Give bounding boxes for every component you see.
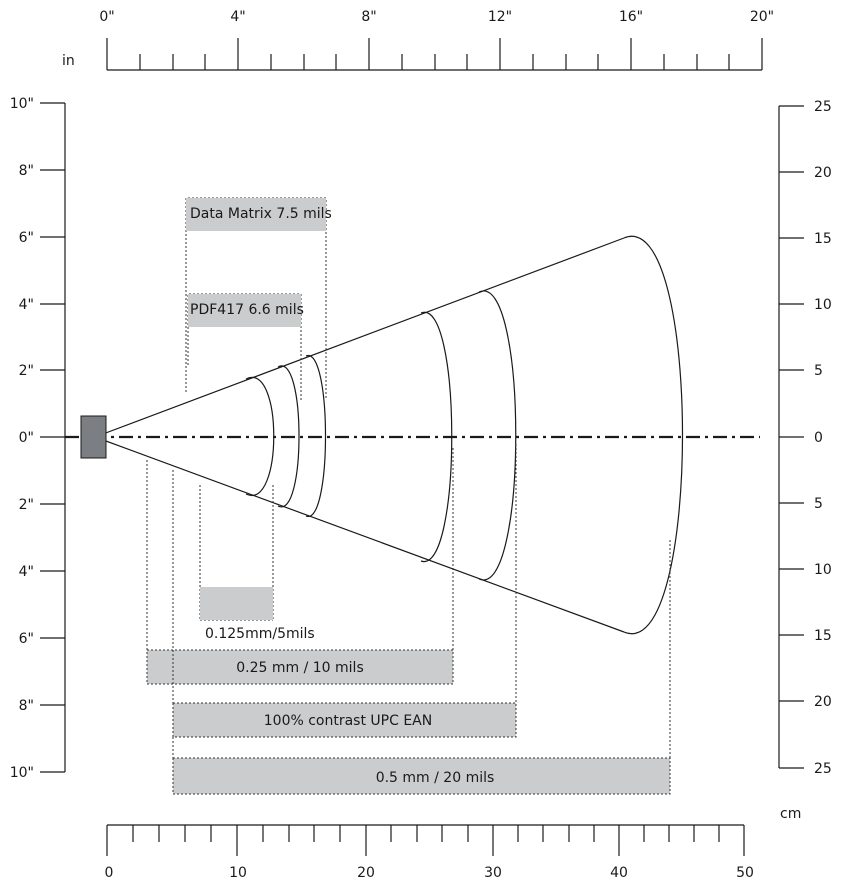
top-axis-label: 16" [619, 9, 643, 25]
range-label: 0.25 mm / 10 mils [236, 660, 364, 676]
right-axis-label: 10 [814, 297, 832, 313]
range-arc-data-matrix [277, 365, 300, 508]
range-bar [188, 294, 301, 327]
top-axis-label: 20" [750, 9, 774, 25]
bottom-axis: 0 10 20 30 40 50 cm [105, 806, 802, 881]
range-arc-5mil [245, 376, 275, 497]
left-axis-label: 2" [19, 497, 34, 513]
right-axis: 25 20 15 10 5 0 5 10 15 20 25 [778, 99, 832, 777]
range-outline [187, 293, 302, 400]
right-axis-label: 15 [814, 628, 832, 644]
right-axis-label: 0 [814, 430, 823, 446]
bottom-axis-label: 30 [484, 865, 502, 881]
left-axis-label: 6" [19, 230, 34, 246]
left-axis-label: 0" [19, 430, 34, 446]
left-axis-label: 4" [19, 297, 34, 313]
range-data-matrix: Data Matrix 7.5 mils [185, 197, 332, 398]
scanner-icon [80, 415, 107, 459]
right-axis-label: 20 [814, 694, 832, 710]
range-bar [186, 198, 326, 231]
range-20mil: 0.5 mm / 20 mils [172, 540, 671, 795]
range-pdf417: PDF417 6.6 mils [187, 293, 304, 400]
bottom-axis-label: 10 [229, 865, 247, 881]
left-axis-label: 8" [19, 163, 34, 179]
left-axis-label: 10" [10, 96, 34, 112]
bottom-axis-label: 50 [736, 865, 754, 881]
range-arc-upc-ean [478, 290, 517, 581]
range-arc-pdf417 [305, 355, 327, 517]
top-axis-label: 12" [488, 9, 512, 25]
right-axis-label: 15 [814, 231, 832, 247]
top-axis-label: 4" [230, 9, 245, 25]
right-axis-label: 25 [814, 99, 832, 115]
bottom-axis-label: 20 [357, 865, 375, 881]
left-axis-label: 2" [19, 363, 34, 379]
range-bar [146, 649, 454, 685]
bottom-axis-label: 0 [105, 865, 114, 881]
beam-upper-edge [94, 237, 625, 438]
range-arc-20mil [623, 235, 684, 635]
top-axis-unit: in [62, 53, 75, 69]
right-axis-label: 25 [814, 761, 832, 777]
beam-lower-edge [94, 436, 625, 633]
range-label: 0.5 mm / 20 mils [376, 770, 495, 786]
top-axis-label: 0" [99, 9, 114, 25]
range-upc-ean: 100% contrast UPC EAN [172, 444, 517, 738]
scan-field [94, 235, 684, 635]
right-axis-label: 5 [814, 363, 823, 379]
top-axis-label: 8" [361, 9, 376, 25]
left-axis: 10" 8" 6" 4" 2" 0" 2" 4" 6" 8" 10" [10, 96, 66, 781]
right-axis-label: 10 [814, 562, 832, 578]
range-bar [172, 702, 517, 738]
range-label: Data Matrix 7.5 mils [190, 206, 332, 222]
top-axis: 0" 4" 8" 12" 16" 20" in [62, 9, 774, 71]
range-label: PDF417 6.6 mils [190, 302, 304, 318]
bottom-axis-label: 40 [610, 865, 628, 881]
left-axis-label: 10" [10, 765, 34, 781]
range-label: 0.125mm/5mils [205, 626, 315, 642]
range-10mil: 0.25 mm / 10 mils [146, 448, 454, 685]
bottom-axis-unit: cm [780, 806, 801, 822]
right-axis-label: 20 [814, 165, 832, 181]
range-bar [172, 757, 671, 795]
range-arc-10mil [420, 312, 453, 562]
right-axis-label: 5 [814, 496, 823, 512]
left-axis-label: 6" [19, 631, 34, 647]
left-axis-label: 8" [19, 698, 34, 714]
range-5mil: 0.125mm/5mils [199, 485, 315, 642]
range-bar [200, 587, 273, 620]
range-label: 100% contrast UPC EAN [264, 713, 432, 729]
left-axis-label: 4" [19, 564, 34, 580]
